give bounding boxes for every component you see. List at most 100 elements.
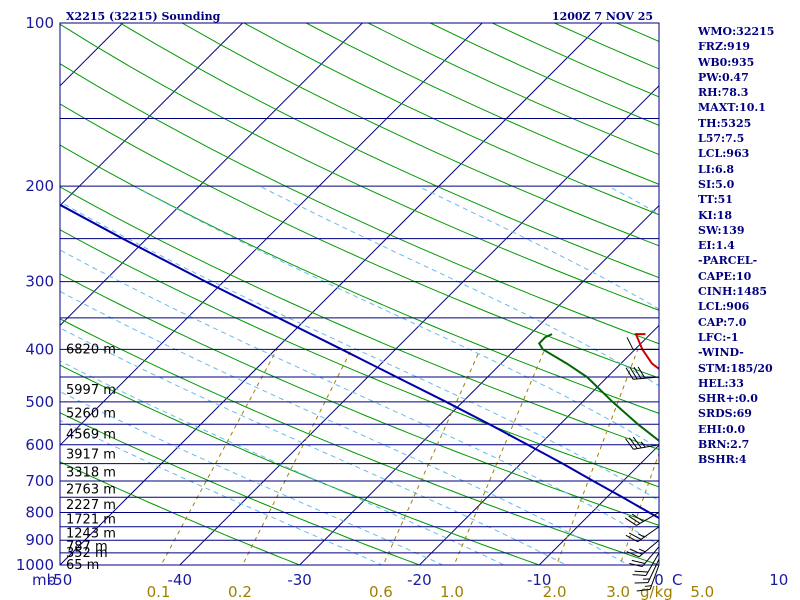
isotherm-line (538, 444, 659, 565)
index-item: LCL:963 (698, 147, 750, 161)
index-item: EI:1.4 (698, 239, 735, 253)
index-item: CAPE:10 (698, 269, 752, 283)
pressure-tick-label: 600 (25, 436, 54, 454)
index-item: KI:18 (698, 208, 733, 222)
mixing-ratio-label: 5.0 (690, 583, 714, 600)
station-title: X2215 (32215) Sounding (66, 10, 221, 23)
index-item: -PARCEL- (698, 254, 758, 268)
mixing-ratio-line (382, 349, 481, 565)
mixing-ratio-line (556, 349, 639, 565)
wind-barb (632, 552, 660, 576)
mixing-ratio-line (453, 349, 546, 565)
isotherm-line (60, 23, 603, 565)
moist-adiabat-line (259, 185, 659, 387)
dry-adiabat-line (60, 318, 659, 565)
mixing-ratio-label: 0.2 (228, 583, 252, 600)
isotherm-line (0, 11, 15, 577)
dewpoint-profile-line (537, 333, 659, 443)
index-item: CAP:7.0 (698, 315, 747, 329)
dry-adiabat-line (60, 229, 659, 488)
mixing-ratio-label: 2.0 (543, 583, 567, 600)
mixing-ratio-line (160, 349, 278, 565)
temperature-tick-label: 10 (769, 571, 788, 589)
index-item: BRN:2.7 (698, 438, 750, 452)
mixing-ratio-label: 1.0 (440, 583, 464, 600)
height-label: 1721 m (66, 513, 116, 528)
index-item: SW:139 (698, 223, 745, 237)
index-item: SRDS:69 (698, 407, 752, 421)
index-item: L57:7.5 (698, 132, 745, 146)
index-item: SI:5.0 (698, 177, 735, 191)
wind-barb (625, 512, 660, 526)
dry-adiabat-line (60, 23, 659, 311)
plot-frame (59, 22, 660, 566)
moist-adiabat-line (60, 249, 659, 546)
wind-barb (636, 564, 660, 592)
index-item: LI:6.8 (698, 162, 735, 176)
isotherm-line (60, 23, 244, 207)
temperature-tick-label: 0 (654, 571, 664, 589)
index-item: SHR+:0.0 (698, 392, 758, 406)
index-item: STM:185/20 (698, 361, 773, 375)
isotherm-line (418, 324, 659, 565)
pressure-tick-label: 500 (25, 393, 54, 411)
dry-adiabat-line (60, 461, 301, 565)
dry-adiabat-line (60, 186, 659, 451)
index-item: TH:5325 (698, 116, 752, 130)
temperature-unit-label: C (672, 571, 682, 589)
wind-barb (634, 558, 660, 584)
wind-barb (629, 546, 660, 568)
pressure-tick-label: 300 (25, 273, 54, 291)
index-item: FRZ:919 (698, 40, 751, 54)
mixing-ratio-line (241, 349, 352, 565)
pressure-tick-label: 200 (25, 177, 54, 195)
dry-adiabat-line (119, 23, 659, 279)
pressure-tick-label: 400 (25, 340, 54, 358)
index-item: WMO:32215 (698, 25, 775, 38)
index-item: MAXT:10.1 (698, 101, 766, 115)
height-label: 3917 m (66, 447, 116, 462)
isotherm-line (298, 204, 659, 565)
index-item: PW:0.47 (698, 70, 749, 84)
dry-adiabat-line (60, 144, 659, 414)
index-item: LCL:906 (698, 300, 750, 314)
isotherm-line (179, 85, 659, 565)
wind-barb (626, 539, 660, 558)
temperature-tick-label: -10 (527, 571, 552, 589)
parcel-profile-line (60, 203, 659, 520)
moist-adiabat-line (133, 185, 659, 449)
height-label: 352 m (66, 546, 108, 561)
isotherm-line (60, 23, 483, 446)
height-label: 2763 m (66, 482, 116, 497)
pressure-tick-label: 700 (25, 472, 54, 490)
height-label: 5260 m (66, 406, 116, 421)
moist-adiabat-line (60, 201, 659, 502)
height-label: 6820 m (66, 342, 116, 357)
wind-barb (625, 366, 660, 380)
index-item: TT:51 (698, 193, 733, 207)
moist-adiabat-line (60, 419, 384, 565)
mixing-ratio-unit-label: g/kg (640, 583, 673, 600)
pressure-tick-label: 900 (25, 531, 54, 549)
moist-adiabat-line (60, 391, 444, 565)
height-label: 3318 m (66, 465, 116, 480)
temperature-tick-label: -40 (168, 571, 193, 589)
mixing-ratio-label: 0.1 (147, 583, 171, 600)
height-label: 1243 m (66, 527, 116, 542)
pressure-unit-label: mb (32, 571, 56, 589)
pressure-tick-label: 100 (25, 14, 54, 32)
index-item: CINH:1485 (698, 285, 768, 299)
index-item: RH:78.3 (698, 86, 749, 100)
temperature-tick-label: -30 (287, 571, 312, 589)
height-label: 4569 m (66, 428, 116, 443)
dry-adiabat-line (60, 364, 541, 565)
isotherm-line (60, 23, 364, 327)
dry-adiabat-line (60, 103, 659, 379)
pressure-tick-label: 800 (25, 503, 54, 521)
index-item: BSHR:4 (698, 453, 747, 467)
wind-barb (626, 337, 659, 350)
wind-barb (625, 436, 660, 450)
dry-adiabat-line (60, 63, 659, 345)
